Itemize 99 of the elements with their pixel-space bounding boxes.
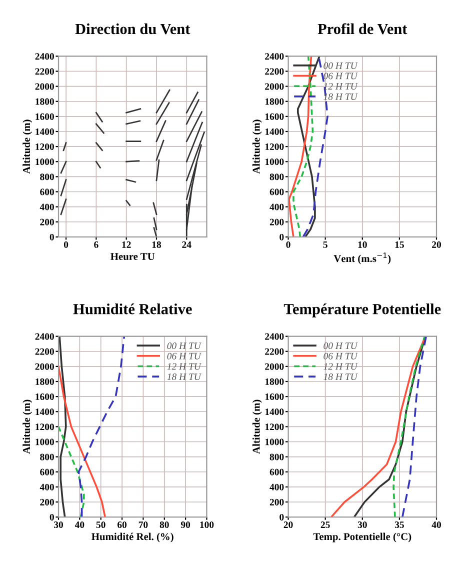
y-tick-label: 1000 xyxy=(36,158,54,166)
x-tick-label: 0 xyxy=(64,241,68,248)
legend-label: 12 H TU xyxy=(324,363,358,370)
x-tick-label: 20 xyxy=(432,241,441,248)
y-tick-label: 600 xyxy=(270,188,284,196)
y-tick-label: 0 xyxy=(50,234,54,240)
legend-label: 00 H TU xyxy=(324,62,358,69)
x-tick-label: 20 xyxy=(284,521,293,528)
y-tick-label: 200 xyxy=(270,498,284,506)
y-tick-label: 2400 xyxy=(265,333,284,340)
y-tick-label: 2200 xyxy=(265,348,284,355)
y-tick-label: 0 xyxy=(50,514,54,521)
x-tick-label: 90 xyxy=(180,521,190,528)
x-tick-label: 6 xyxy=(94,241,98,248)
y-tick-label: 2000 xyxy=(35,363,54,370)
chart-title: Humidité Relative xyxy=(73,303,192,314)
legend-label: 12 H TU xyxy=(324,83,358,90)
legend-label: 00 H TU xyxy=(167,342,202,350)
y-tick-label: 2400 xyxy=(35,53,54,60)
y-tick-label: 200 xyxy=(40,498,54,506)
y-tick-label: 1400 xyxy=(265,128,284,135)
y-tick-label: 1800 xyxy=(36,98,54,105)
y-tick-label: 200 xyxy=(40,218,54,226)
y-tick-label: 1600 xyxy=(265,113,284,120)
y-tick-label: 1200 xyxy=(265,143,284,150)
x-tick-label: 5 xyxy=(323,241,328,248)
chart-title: Température Potentielle xyxy=(284,303,441,318)
x-tick-label: 80 xyxy=(160,521,169,528)
legend-label: 06 H TU xyxy=(167,352,202,360)
y-tick-label: 200 xyxy=(270,218,284,226)
chart-title: Profil de Vent xyxy=(318,23,408,34)
y-axis-title: Altitude (m) xyxy=(252,120,262,174)
y-axis-title: Altitude (m) xyxy=(22,400,32,454)
y-tick-label: 1200 xyxy=(36,424,54,430)
y-tick-label: 1200 xyxy=(36,143,54,150)
x-tick-label: 40 xyxy=(74,521,84,528)
y-tick-label: 800 xyxy=(40,174,54,180)
y-tick-label: 0 xyxy=(280,514,284,521)
x-tick-label: 24 xyxy=(182,241,192,248)
y-tick-label: 1800 xyxy=(36,378,54,385)
y-tick-label: 800 xyxy=(270,454,284,460)
x-tick-label: 25 xyxy=(320,522,330,528)
y-tick-label: 2400 xyxy=(265,53,284,60)
y-tick-label: 2200 xyxy=(265,68,284,75)
x-axis-title: Humidité Rel. (%) xyxy=(92,532,174,542)
y-tick-label: 2000 xyxy=(265,363,284,370)
x-tick-label: 10 xyxy=(358,241,367,248)
y-tick-label: 400 xyxy=(270,204,284,210)
x-tick-label: 30 xyxy=(358,521,367,528)
legend-label: 06 H TU xyxy=(324,72,358,80)
y-tick-label: 600 xyxy=(40,468,54,476)
y-tick-label: 400 xyxy=(40,484,54,490)
y-tick-label: 2200 xyxy=(35,348,54,355)
x-tick-label: 50 xyxy=(96,521,106,528)
legend-label: 12 H TU xyxy=(167,363,202,370)
y-axis-title: Altitude (m) xyxy=(252,400,262,454)
y-tick-label: 400 xyxy=(40,204,54,210)
y-tick-label: 1000 xyxy=(265,438,284,446)
x-tick-label: 70 xyxy=(138,521,148,528)
y-tick-label: 600 xyxy=(40,188,54,196)
x-axis-title: Temp. Potentielle (°C) xyxy=(313,532,412,542)
y-tick-label: 1400 xyxy=(265,408,284,416)
y-tick-label: 1400 xyxy=(36,408,54,416)
y-tick-label: 1200 xyxy=(265,424,284,430)
y-tick-label: 800 xyxy=(40,454,54,460)
y-tick-label: 1400 xyxy=(36,128,54,135)
x-tick-label: 40 xyxy=(432,521,441,528)
y-tick-label: 1800 xyxy=(265,378,284,385)
y-tick-label: 400 xyxy=(270,484,284,490)
y-tick-label: 0 xyxy=(280,234,284,240)
legend-label: 06 H TU xyxy=(324,352,358,360)
x-tick-label: 18 xyxy=(152,241,162,248)
x-tick-label: 12 xyxy=(122,241,131,248)
y-tick-label: 1000 xyxy=(36,438,54,446)
y-tick-label: 1600 xyxy=(36,393,54,400)
y-tick-label: 800 xyxy=(270,174,284,180)
y-tick-label: 600 xyxy=(270,468,284,476)
legend-label: 18 H TU xyxy=(324,93,358,100)
x-tick-label: 60 xyxy=(118,521,127,528)
y-tick-label: 1600 xyxy=(36,113,54,120)
y-tick-label: 2000 xyxy=(35,83,54,90)
x-axis-title: Heure TU xyxy=(110,253,155,260)
y-tick-label: 2400 xyxy=(35,333,54,340)
x-tick-label: 100 xyxy=(200,521,214,528)
y-tick-label: 1800 xyxy=(265,98,284,105)
y-tick-label: 1000 xyxy=(265,158,284,166)
x-tick-label: 30 xyxy=(54,521,63,528)
legend-label: 18 H TU xyxy=(167,373,202,380)
legend-label: 00 H TU xyxy=(324,342,358,350)
y-tick-label: 2000 xyxy=(265,83,284,90)
y-axis-title: Altitude (m) xyxy=(22,120,32,174)
y-tick-label: 2200 xyxy=(35,68,54,75)
chart-title: Direction du Vent xyxy=(75,23,190,34)
x-axis-title: Vent (m.s$^{−1}$) xyxy=(334,252,391,264)
y-tick-label: 1600 xyxy=(265,393,284,400)
legend-label: 18 H TU xyxy=(324,373,358,380)
x-tick-label: 15 xyxy=(395,241,404,248)
x-tick-label: 0 xyxy=(286,241,290,248)
x-tick-label: 35 xyxy=(394,522,404,528)
